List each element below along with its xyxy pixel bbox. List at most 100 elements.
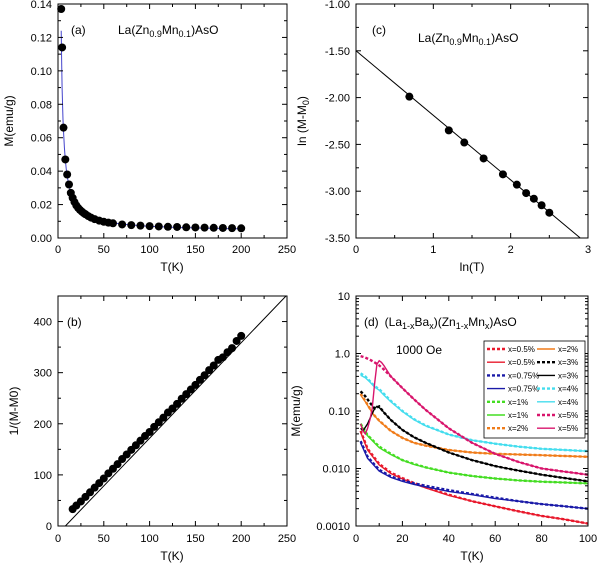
data-point (460, 138, 469, 147)
tick-label: -2.00 (325, 93, 350, 105)
panel-d: (d) (La1-xBax)(Zn1-xMnx)AsO 1000 Oe x=0.5… (289, 291, 597, 563)
tick-label: 250 (278, 533, 296, 545)
data-point (113, 460, 122, 469)
panel-d-xlabel: T(K) (460, 549, 483, 563)
tick-label: 0.00 (31, 233, 52, 245)
tick-label: 150 (186, 244, 204, 256)
tick-label: 0.02 (31, 200, 52, 212)
series-line (360, 424, 588, 485)
legend-label: x=1% (508, 398, 528, 407)
tick-label: 0.08 (31, 99, 52, 111)
tick-label: 200 (232, 533, 250, 545)
data-point (108, 219, 117, 228)
tick-label: 400 (34, 317, 52, 329)
legend-label: x=3% (558, 358, 578, 367)
tick-label: 0.04 (31, 166, 52, 178)
legend-label: x=4% (558, 398, 578, 407)
tick-label: 0.14 (31, 0, 52, 11)
panel-a-plot-area (57, 5, 246, 233)
data-point (182, 223, 191, 232)
data-point (59, 123, 68, 132)
tick-label: -2.50 (325, 139, 350, 151)
panel-a-ylabel: M(emu/g) (2, 95, 16, 146)
data-point (99, 474, 108, 483)
data-point (228, 224, 237, 233)
panel-d-xtick-labels: 0 20 40 60 80 100 (353, 533, 597, 545)
legend-label: x=5% (558, 424, 578, 433)
data-point (63, 170, 72, 179)
panel-d-legend: x=0.5% x=0.5% x=0.75% x=0.75% x=1% x=1% x=2% x=… (483, 340, 586, 439)
data-point (529, 194, 538, 203)
panel-b-xtick-labels: 0 50 100 150 200 250 (55, 533, 296, 545)
legend-label: x=1% (508, 411, 528, 420)
panel-b-ytick-labels: 0 100 200 300 400 (34, 317, 52, 533)
tick-label: 0.010 (322, 464, 350, 476)
data-point (228, 344, 237, 353)
panel-a-frame (57, 3, 288, 239)
legend-label: x=0.5% (508, 358, 535, 367)
legend-label: x=5% (558, 411, 578, 420)
tick-label: 40 (443, 533, 455, 545)
tick-label: 50 (98, 244, 110, 256)
legend-label: x=4% (558, 385, 578, 394)
panel-a-xtick-labels: 0 50 100 150 200 250 (55, 244, 296, 256)
data-point (191, 223, 200, 232)
series-line (359, 442, 588, 510)
data-point (58, 43, 67, 52)
panel-b-plot-area (64, 296, 287, 526)
legend-box (483, 340, 586, 439)
series-group (359, 354, 588, 525)
tick-label: 150 (186, 533, 204, 545)
data-point (537, 201, 546, 210)
fit-line (64, 296, 287, 526)
data-point (163, 222, 172, 231)
data-point (209, 361, 218, 370)
series-line (359, 431, 588, 525)
panel-d-plot-area (359, 354, 588, 525)
panel-b: (b) 0 50 100 150 200 250 0 100 200 300 4… (7, 295, 296, 563)
tick-label: 0 (55, 244, 61, 256)
panel-d-ytick-labels: 0.0010 0.010 0.10 1.0 10 (316, 291, 350, 533)
panel-a-title: La(Zn0.9Mn0.1)AsO (118, 23, 218, 39)
tick-label: 0.10 (31, 66, 52, 78)
data-point (154, 222, 163, 231)
tick-label: 3 (585, 244, 591, 256)
tick-label: -1.50 (325, 46, 350, 58)
tick-label: 0 (55, 533, 61, 545)
legend-label: x=2% (508, 424, 528, 433)
tick-label: 0.12 (31, 32, 52, 44)
tick-label: 0.0010 (316, 521, 350, 533)
data-point (173, 222, 182, 231)
panel-d-ticks (355, 295, 589, 527)
panel-d-ylabel: M(emu/g) (289, 385, 303, 436)
tick-label: 200 (34, 419, 52, 431)
panel-b-ticks (57, 295, 288, 527)
panel-d-title: (d) (La1-xBax)(Zn1-xMnx)AsO (364, 315, 517, 331)
tick-label: 300 (34, 368, 52, 380)
tick-label: -3.50 (325, 233, 350, 245)
data-point (232, 336, 241, 345)
data-point (145, 427, 154, 436)
panel-c: (c) La(Zn0.9Mn0.1)AsO 0 1 2 3 -1.00 -1.5… (295, 0, 591, 274)
tick-label: -3.00 (325, 186, 350, 198)
tick-label: 10 (338, 291, 350, 303)
panel-b-xlabel: T(K) (160, 549, 183, 563)
data-point (545, 208, 554, 217)
panel-c-xtick-labels: 0 1 2 3 (353, 244, 591, 256)
panel-c-ticks (355, 3, 589, 239)
data-point (64, 180, 73, 189)
data-point (118, 220, 127, 229)
series-line (359, 359, 588, 476)
panel-c-xlabel: ln(T) (460, 260, 485, 274)
legend-label: x=0.5% (508, 345, 535, 354)
legend-label: x=3% (558, 371, 578, 380)
tick-label: 0.06 (31, 133, 52, 145)
tick-label: 100 (579, 533, 597, 545)
data-point (218, 223, 227, 232)
tick-label: 80 (535, 533, 547, 545)
data-point (405, 92, 414, 101)
tick-label: 100 (140, 533, 158, 545)
data-point (479, 154, 488, 163)
panel-c-plot-area (355, 50, 581, 239)
data-point (173, 399, 182, 408)
